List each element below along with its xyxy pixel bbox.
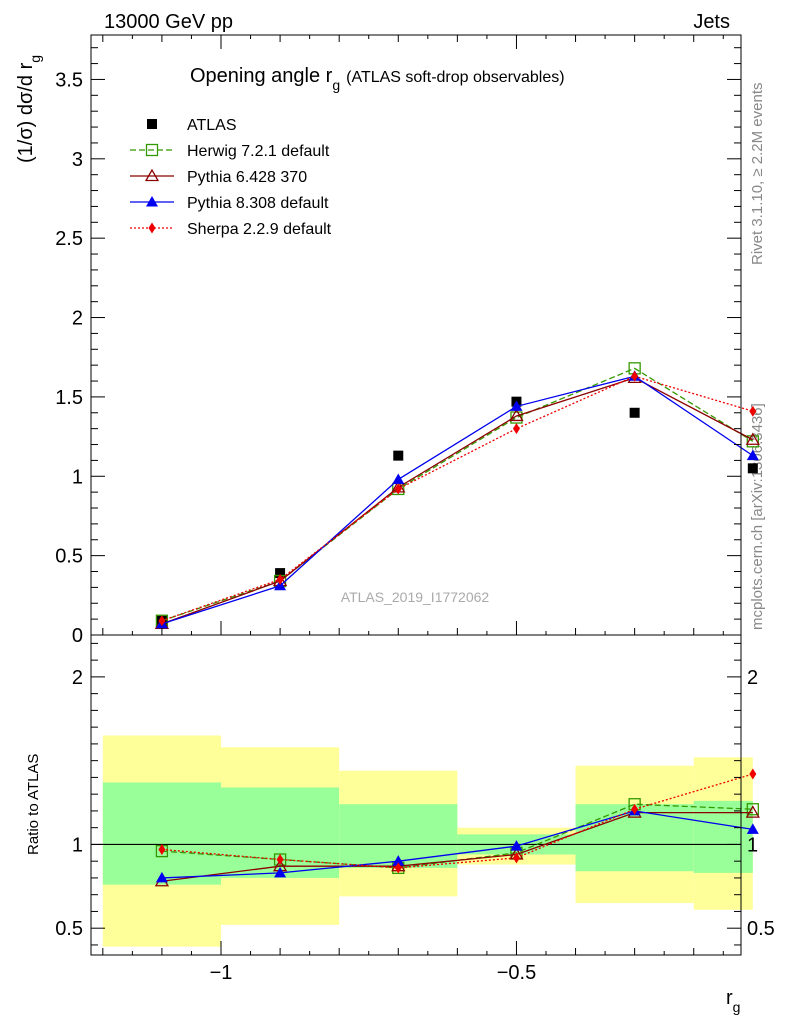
ratio-data-point-pythia-8-308-default [392, 855, 405, 866]
main-data-point-atlas [629, 407, 640, 418]
chart-title-main: Opening angle r [190, 65, 333, 87]
main-data-point-pythia-6-428-370 [509, 408, 524, 422]
main-data-point-atlas [393, 450, 404, 461]
main-data-point-herwig-7-2-1-default [746, 435, 759, 448]
legend-label-pythia-6-428-370: Pythia 6.428 370 [187, 169, 307, 186]
main-data-point-pythia-8-308-default [274, 579, 287, 591]
legend-label-herwig-7-2-1-default: Herwig 7.2.1 default [187, 143, 330, 160]
main-data-point-pythia-6-428-370 [745, 432, 760, 445]
main-data-point-sherpa-2-2-9-default [631, 370, 639, 382]
ratio-y-tick-label-left: 2 [72, 667, 83, 689]
ratio-data-point-sherpa-2-2-9-default [512, 852, 520, 864]
ratio-y-tick-label-left: 0.5 [55, 918, 83, 940]
legend-marker-pythia-6-428-370 [144, 168, 160, 182]
main-data-point-atlas [275, 568, 286, 579]
ratio-y-tick-label-right: 2 [747, 667, 758, 689]
main-y-tick-label: 3.5 [55, 69, 83, 91]
chart-title-suffix: (ATLAS soft-drop observables) [346, 69, 564, 86]
main-data-point-sherpa-2-2-9-default [749, 405, 757, 417]
x-tick-label: −0.5 [497, 962, 536, 984]
ratio-data-point-pythia-8-308-default [510, 840, 523, 851]
uncertainty-band-inner [693, 800, 753, 873]
ratio-data-point-pythia-8-308-default [274, 866, 287, 878]
main-y-tick-label: 3 [72, 149, 83, 171]
ratio-data-point-pythia-8-308-default [746, 823, 759, 834]
x-tick-label: −1 [210, 962, 233, 984]
ratio-series-line-sherpa-2-2-9-default [161, 773, 754, 869]
legend-marker-herwig-7-2-1-default [145, 143, 159, 157]
ratio-y-tick-label-right: 0.5 [747, 918, 775, 940]
legend-marker-pythia-8-308-default [146, 196, 158, 207]
main-data-point-sherpa-2-2-9-default [158, 615, 166, 627]
main-y-tick-label: 0 [72, 625, 83, 647]
legend-label-pythia-8-308-default: Pythia 8.308 default [187, 195, 329, 212]
analysis-watermark: ATLAS_2019_I1772062 [341, 589, 490, 605]
legend-label-sherpa-2-2-9-default: Sherpa 2.2.9 default [187, 221, 332, 238]
main-data-point-pythia-8-308-default [510, 400, 523, 411]
x-axis-label: rg [726, 987, 740, 1015]
rivet-version-label: Rivet 3.1.10, ≥ 2.2M events [749, 83, 766, 266]
main-series-line-sherpa-2-2-9-default [161, 375, 754, 622]
ratio-y-axis-label: Ratio to ATLAS [25, 754, 42, 855]
header-right-label: Jets [693, 11, 730, 33]
ratio-data-point-sherpa-2-2-9-default [158, 843, 166, 855]
main-y-axis-label: (1/σ) dσ/d rg [15, 55, 43, 163]
main-data-point-herwig-7-2-1-default [510, 411, 523, 424]
x-axis-label-sub: g [733, 999, 741, 1015]
main-series-line-pythia-6-428-370 [161, 377, 754, 625]
ratio-data-point-sherpa-2-2-9-default [631, 803, 639, 815]
main-y-label-text: (1/σ) dσ/d r [15, 62, 37, 163]
uncertainty-band-inner [102, 782, 221, 885]
main-y-tick-label: 1 [72, 466, 83, 488]
ratio-panel-frame [90, 634, 742, 956]
main-data-point-sherpa-2-2-9-default [394, 483, 402, 495]
ratio-data-point-pythia-8-308-default [155, 871, 168, 883]
main-y-tick-label: 1.5 [55, 387, 83, 409]
main-data-point-atlas [747, 463, 758, 474]
header-left-label: 13000 GeV pp [104, 11, 233, 33]
main-y-label-sub: g [27, 55, 43, 63]
main-series-line-pythia-8-308-default [161, 375, 754, 625]
chart-title: Opening angle rg (ATLAS soft-drop observa… [190, 65, 565, 93]
main-series-line-herwig-7-2-1-default [161, 367, 754, 622]
legend-label-atlas: ATLAS [187, 117, 237, 134]
legend-marker-atlas [147, 119, 157, 129]
main-y-tick-label: 0.5 [55, 546, 83, 568]
ratio-data-point-sherpa-2-2-9-default [749, 768, 757, 780]
chart-marks: 0 0.5 1 1.5 2 2.5 3 3.5 0.5 0.5 1 1 2 2 −1 −0.5 ATLAS Her… [55, 34, 775, 984]
main-y-tick-label: 2 [72, 308, 83, 330]
ratio-data-point-pythia-6-428-370 [745, 805, 760, 818]
legend-marker-sherpa-2-2-9-default [148, 222, 156, 234]
ratio-series-line-pythia-8-308-default [161, 810, 753, 879]
ratio-data-point-herwig-7-2-1-default [746, 803, 759, 816]
main-y-tick-label: 2.5 [55, 228, 83, 250]
main-data-point-sherpa-2-2-9-default [512, 423, 520, 435]
main-data-point-sherpa-2-2-9-default [276, 573, 284, 585]
main-data-point-pythia-8-308-default [746, 449, 759, 461]
ratio-y-tick-label-right: 1 [747, 834, 758, 856]
ratio-data-point-sherpa-2-2-9-default [276, 854, 284, 866]
ratio-series-line-pythia-6-428-370 [161, 811, 753, 882]
ratio-data-point-sherpa-2-2-9-default [394, 862, 402, 874]
chart-title-sub: g [332, 77, 340, 93]
x-axis-label-text: r [726, 987, 733, 1009]
main-data-point-pythia-8-308-default [392, 473, 405, 484]
ratio-y-tick-label-left: 1 [72, 834, 83, 856]
